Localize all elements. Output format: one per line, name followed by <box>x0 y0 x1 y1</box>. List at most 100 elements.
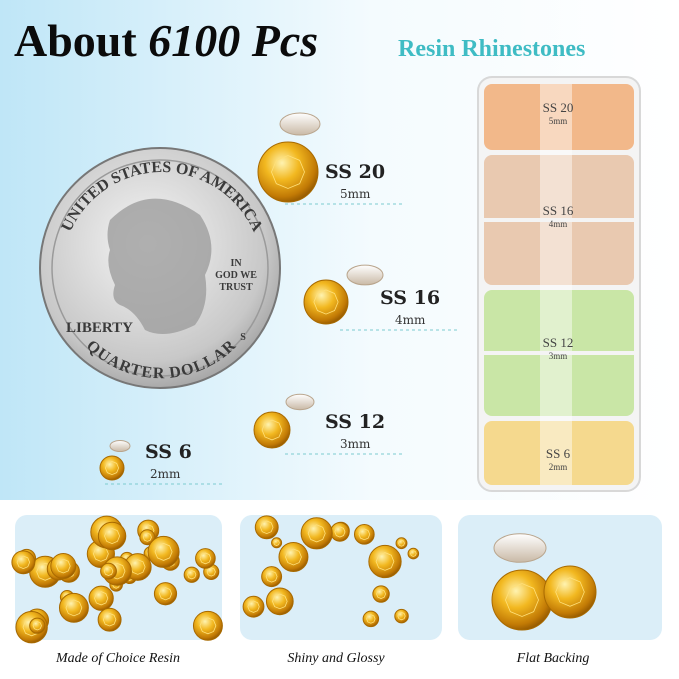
size-mm: 4mm <box>395 313 426 327</box>
rhinestone <box>261 566 283 588</box>
rhinestone <box>195 548 216 569</box>
facet <box>103 566 114 576</box>
rhinestone <box>97 607 122 632</box>
facet <box>271 155 305 189</box>
rhinestone <box>139 529 156 546</box>
rhinestone <box>407 547 420 560</box>
facet <box>259 520 274 534</box>
facet <box>199 617 217 635</box>
coin-motto: GOD WE <box>215 270 257 281</box>
caption: Made of Choice Resin <box>55 651 180 666</box>
facet <box>154 542 173 561</box>
tray-label: SS 12 <box>543 335 574 350</box>
rhinestone <box>353 523 375 545</box>
flat-back <box>279 112 321 136</box>
rhinestone <box>153 582 178 606</box>
facet <box>187 570 197 580</box>
facet <box>199 552 212 565</box>
tray-mm: 5mm <box>549 116 568 126</box>
rhinestone <box>330 522 350 542</box>
facet <box>142 532 152 542</box>
coin-liberty: LIBERTY <box>66 320 133 336</box>
facet <box>247 600 260 613</box>
facet <box>104 528 121 544</box>
caption: Flat Backing <box>516 651 590 666</box>
rhinestone <box>50 553 77 580</box>
rhinestone <box>303 279 349 325</box>
facet <box>313 289 339 315</box>
rhinestone <box>183 566 200 583</box>
facet <box>358 528 371 541</box>
flat-back <box>346 264 384 286</box>
rhinestone <box>394 608 409 624</box>
size-mm: 3mm <box>340 437 371 451</box>
rhinestone <box>278 541 309 572</box>
rhinestone <box>147 535 180 568</box>
facet <box>366 614 376 624</box>
rhinestone <box>300 517 333 550</box>
rhinestone <box>257 141 319 203</box>
rhinestone <box>88 585 114 611</box>
rhinestone <box>368 544 402 579</box>
rhinestone <box>254 515 279 540</box>
size-mm: 2mm <box>150 467 181 481</box>
tray-mm: 3mm <box>549 351 568 361</box>
caption: Shiny and Glossy <box>287 651 385 666</box>
facet <box>272 593 288 610</box>
tray-mm: 4mm <box>549 219 568 229</box>
facet <box>376 589 387 599</box>
coin-motto: TRUST <box>219 282 253 293</box>
rhinestone <box>29 617 46 634</box>
facet <box>409 550 417 557</box>
coin-motto: IN <box>230 258 242 269</box>
size-label: SS 20 <box>325 161 385 183</box>
flat-back <box>493 533 547 563</box>
flat-back <box>109 440 131 452</box>
subtitle: Resin Rhinestones <box>398 36 585 62</box>
facet <box>55 558 71 574</box>
facet <box>307 524 326 543</box>
facet <box>555 577 585 607</box>
facet <box>104 460 120 476</box>
rhinestone <box>271 537 283 549</box>
facet <box>273 539 280 546</box>
rhinestone <box>395 537 408 550</box>
facet <box>334 526 346 538</box>
rhinestone <box>192 610 223 641</box>
facet <box>265 570 278 583</box>
rhinestone <box>491 569 553 631</box>
facet <box>398 539 405 547</box>
title: About 6100 Pcs <box>14 15 318 66</box>
size-mm: 5mm <box>340 187 371 201</box>
facet <box>285 548 302 566</box>
rhinestone <box>99 455 125 481</box>
tray-label: SS 16 <box>543 203 574 218</box>
facet <box>16 555 31 570</box>
facet <box>65 599 83 617</box>
facet <box>261 419 283 441</box>
rhinestone <box>265 587 294 616</box>
facet <box>206 567 216 577</box>
facet <box>102 612 117 627</box>
facet <box>375 552 395 571</box>
rhinestone <box>372 585 390 603</box>
rhinestone <box>97 521 127 551</box>
size-label: SS 12 <box>325 411 385 433</box>
facet <box>158 587 173 601</box>
tray <box>477 76 641 492</box>
tray-label: SS 20 <box>543 100 574 115</box>
facet <box>32 621 42 631</box>
rhinestone <box>253 411 291 449</box>
size-label: SS 6 <box>145 441 192 463</box>
flat-back <box>285 393 315 411</box>
tray-mm: 2mm <box>549 462 568 472</box>
rhinestone <box>58 592 89 623</box>
rhinestone <box>242 595 265 618</box>
facet <box>94 591 109 606</box>
coin: UNITED STATES OF AMERICA QUARTER DOLLAR … <box>39 147 281 389</box>
rhinestone <box>362 610 380 628</box>
facet <box>397 611 406 621</box>
tray-label: SS 6 <box>546 446 571 461</box>
size-label: SS 16 <box>380 287 440 309</box>
